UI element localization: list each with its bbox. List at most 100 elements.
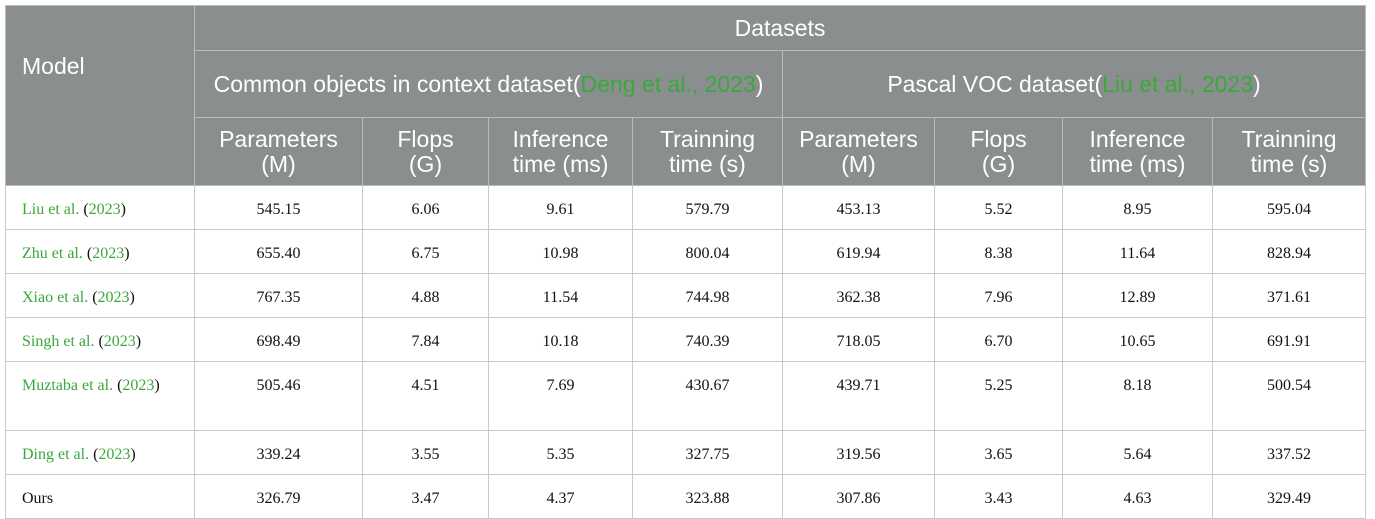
value-cell: 619.94 [782,229,935,274]
value-cell: 7.96 [934,273,1063,318]
results-table: Model Datasets Common objects in context… [5,5,1367,519]
text: ( [88,289,98,306]
text: Common objects in context dataset [213,70,573,97]
value-cell: 326.79 [194,474,363,519]
value-cell: 3.47 [362,474,489,519]
value-cell: 4.37 [488,474,633,519]
value-cell: 3.43 [934,474,1063,519]
text: Ours [22,490,54,507]
value-cell: 10.98 [488,229,633,274]
value-cell: 371.61 [1211,273,1367,318]
citation: 2023 [103,333,136,350]
text: ) [154,377,160,394]
value-cell: 6.75 [362,229,489,274]
column-header-line: Flops [397,125,454,152]
column-header-line: Parameters [219,125,338,152]
text: ( [82,245,93,262]
model-cell: Xiao et al. (2023) [5,273,195,318]
column-header-line: Parameters [799,125,918,152]
value-cell: 12.89 [1062,273,1213,318]
value-cell: 339.24 [194,430,363,475]
data-row: Liu et al. (2023) 545.15 6.06 9.61 579.79 453… [5,185,1367,230]
citation: 2023 [98,446,131,463]
value-cell: 8.38 [934,229,1063,274]
text: ) [130,446,136,463]
value-cell: 8.18 [1062,361,1213,431]
data-row: Muztaba et al. (2023) 505.46 4.51 7.69 430.6… [5,361,1367,431]
column-header: Parameters (M) [194,117,363,186]
dataset-group-header: Common objects in context dataset(Deng e… [194,50,783,118]
value-cell: 595.04 [1211,185,1367,230]
column-header: Trainning time (s) [632,117,783,186]
column-header-line: time (ms) [512,150,609,177]
citation: Muztaba et al. [22,377,114,394]
column-header-line: (G) [408,150,443,177]
column-header-line: Trainning [659,125,756,152]
text: ) [129,289,135,306]
column-header: Inference time (ms) [488,117,633,186]
citation: Zhu et al. [22,245,83,262]
model-cell: Ding et al. (2023) [5,430,195,475]
value-cell: 3.55 [362,430,489,475]
value-cell: 744.98 [632,273,783,318]
column-header: Parameters (M) [782,117,935,186]
value-cell: 767.35 [194,273,363,318]
datasets-header: Datasets [193,5,1367,51]
value-cell: 430.67 [632,361,783,431]
model-cell: Ours [5,474,195,519]
value-cell: 5.25 [934,361,1063,431]
value-cell: 7.84 [362,317,489,362]
column-header-line: time (s) [669,150,746,177]
value-cell: 5.52 [934,185,1063,230]
column-header-line: Inference [1089,125,1186,152]
citation: 2023 [97,289,130,306]
group-row: Common objects in context dataset(Deng e… [6,50,1367,118]
text: ) [124,245,130,262]
value-cell: 4.63 [1062,474,1213,519]
dataset-group-header: Pascal VOC dataset(Liu et al., 2023) [781,50,1367,118]
value-cell: 505.46 [194,361,363,431]
value-cell: 5.35 [488,430,633,475]
text: ( [89,446,99,463]
text: Pascal VOC dataset [887,70,1095,97]
value-cell: 691.91 [1211,317,1367,362]
citation: Liu et al. [22,201,80,218]
table-container: Model Datasets Common objects in context… [5,5,1367,519]
data-row: Ours 326.79 3.47 4.37 323.88 307.86 3.43 4.63 32… [5,474,1367,519]
value-cell: 9.61 [488,185,633,230]
model-cell: Muztaba et al. (2023) [5,361,195,431]
value-cell: 453.13 [782,185,935,230]
column-header: Flops (G) [934,117,1063,186]
text: ) [1253,70,1261,97]
column-header-line: Flops [970,125,1027,152]
value-cell: 698.49 [194,317,363,362]
value-cell: 828.94 [1211,229,1367,274]
column-header: Trainning time (s) [1211,117,1367,186]
column-row: Parameters (M) Flops (G) Inference time (ms) T… [6,117,1367,186]
value-cell: 307.86 [782,474,935,519]
column-header: Inference time (ms) [1062,117,1213,186]
text: ) [120,201,126,218]
citation: 2023 [88,201,121,218]
value-cell: 5.64 [1062,430,1213,475]
text: ( [1094,70,1103,97]
column-header-line: (M) [841,150,876,177]
value-cell: 655.40 [194,229,363,274]
value-cell: 545.15 [194,185,363,230]
data-row: Singh et al. (2023) 698.49 7.84 10.18 740.39… [5,317,1367,362]
value-cell: 6.70 [934,317,1063,362]
value-cell: 7.69 [488,361,633,431]
value-cell: 10.65 [1062,317,1213,362]
value-cell: 11.64 [1062,229,1213,274]
value-cell: 4.88 [362,273,489,318]
citation: Singh et al. [22,333,95,350]
value-cell: 439.71 [782,361,935,431]
value-cell: 6.06 [362,185,489,230]
citation: Liu et al., 2023 [1102,70,1254,97]
text: ) [755,70,764,97]
model-cell: Zhu et al. (2023) [5,229,195,274]
value-cell: 3.65 [934,430,1063,475]
column-header-line: (M) [261,150,296,177]
data-row: Xiao et al. (2023) 767.35 4.88 11.54 744.98 3… [5,273,1367,318]
value-cell: 11.54 [488,273,633,318]
